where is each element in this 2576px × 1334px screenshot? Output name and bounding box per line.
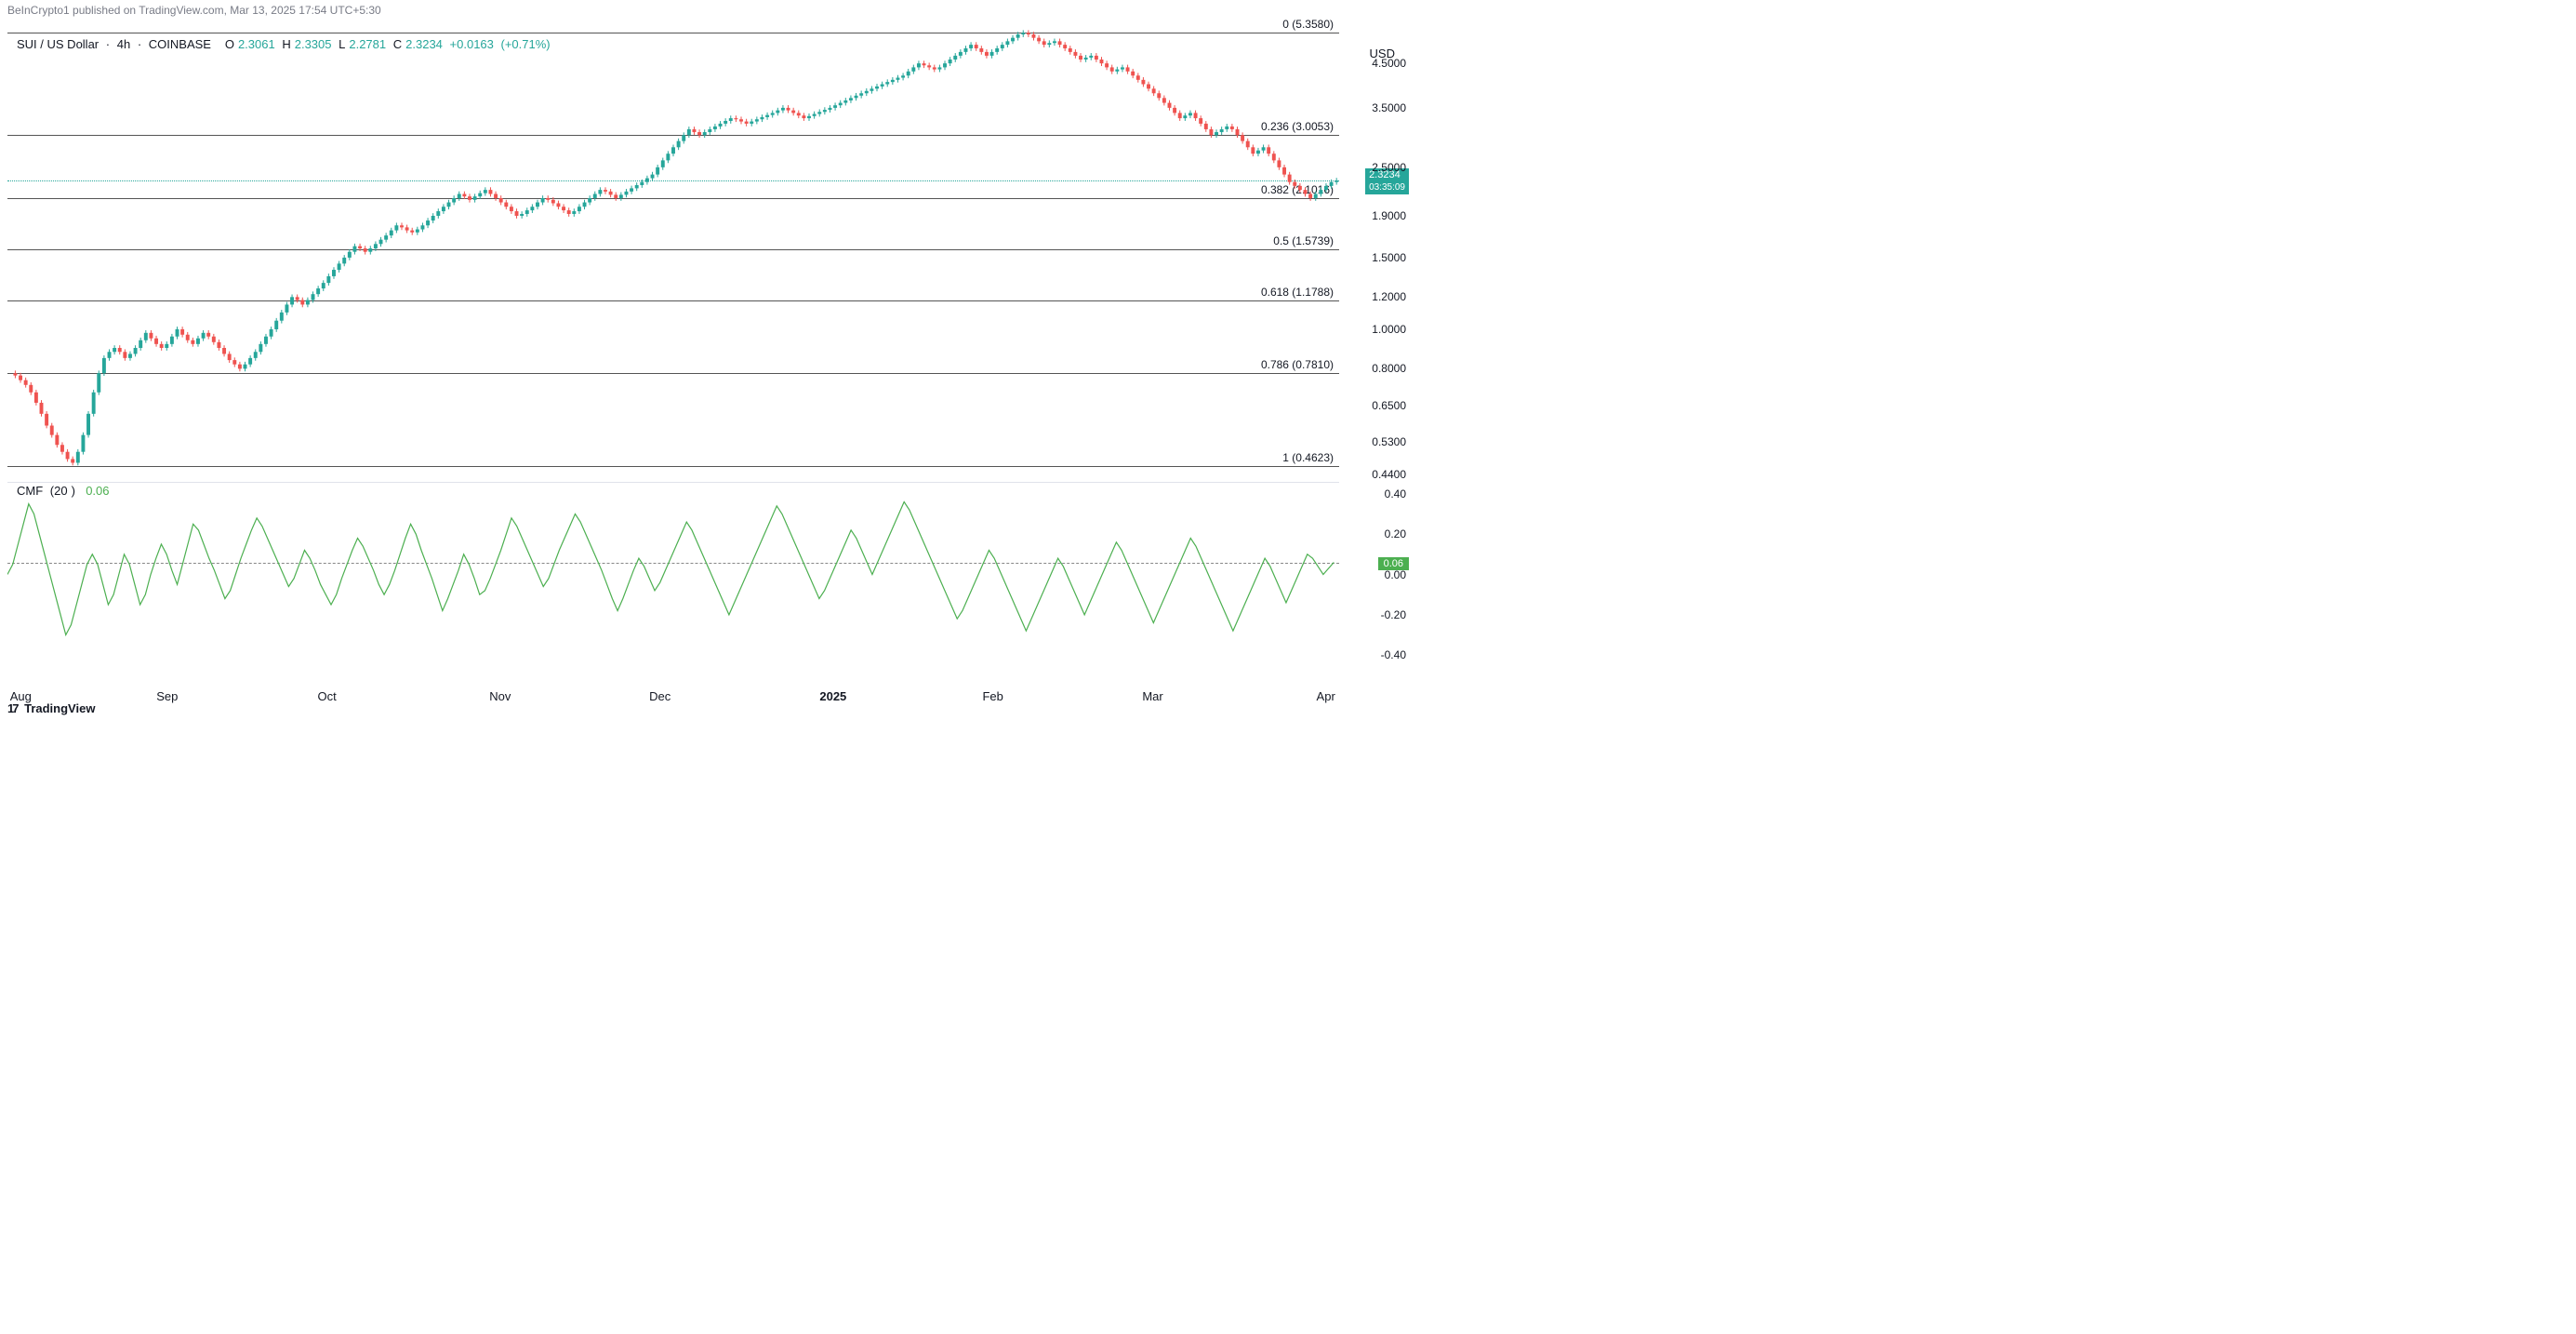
y-tick-label: 0.00 — [1385, 568, 1406, 581]
main-legend: SUI / US Dollar · 4h · COINBASE O2.3061 … — [17, 37, 554, 51]
h-value: 2.3305 — [295, 37, 332, 51]
dot-sep: · — [106, 37, 110, 51]
cmf-period: (20) — [50, 484, 75, 498]
y-tick-label: 0.5300 — [1372, 435, 1406, 448]
y-axis[interactable]: USD 4.50003.50002.50001.90001.50001.2000… — [1339, 28, 1414, 656]
x-tick-label: Feb — [982, 689, 1003, 703]
y-tick-label: 0.6500 — [1372, 399, 1406, 412]
x-tick-label: Oct — [318, 689, 337, 703]
y-tick-label: 0.4400 — [1372, 468, 1406, 481]
change-value: +0.0163 — [450, 37, 494, 51]
price-candles-svg — [7, 28, 1339, 474]
h-label: H — [282, 37, 290, 51]
cmf-line-svg — [7, 484, 1339, 665]
x-tick-label: Dec — [649, 689, 671, 703]
o-label: O — [225, 37, 234, 51]
y-tick-label: 0.20 — [1385, 527, 1406, 540]
symbol-name: SUI / US Dollar — [17, 37, 99, 51]
c-label: C — [393, 37, 402, 51]
cmf-pane[interactable]: CMF (20) 0.06 0.06 — [7, 484, 1339, 665]
cmf-legend: CMF (20) 0.06 — [17, 484, 113, 498]
l-label: L — [339, 37, 345, 51]
x-tick-label: Apr — [1317, 689, 1335, 703]
y-tick-label: -0.20 — [1381, 608, 1406, 621]
c-value: 2.3234 — [405, 37, 443, 51]
y-tick-label: 1.0000 — [1372, 323, 1406, 336]
chart-wrapper: BeInCrypto1 published on TradingView.com… — [0, 0, 1414, 721]
footer-brand[interactable]: 17 TradingView — [7, 701, 95, 715]
exchange: COINBASE — [149, 37, 211, 51]
y-tick-label: 0.8000 — [1372, 362, 1406, 375]
x-tick-label: 2025 — [819, 689, 846, 703]
y-tick-label: 4.5000 — [1372, 57, 1406, 70]
cmf-value: 0.06 — [86, 484, 109, 498]
x-axis[interactable]: AugSepOctNovDec2025FebMarApr — [7, 686, 1339, 704]
y-tick-label: 1.9000 — [1372, 209, 1406, 222]
y-tick-label: 3.5000 — [1372, 101, 1406, 114]
attribution-text: BeInCrypto1 published on TradingView.com… — [7, 4, 381, 17]
y-tick-label: 1.2000 — [1372, 290, 1406, 303]
cmf-name: CMF — [17, 484, 43, 498]
x-tick-label: Sep — [156, 689, 178, 703]
pane-divider[interactable] — [7, 482, 1339, 483]
main-price-pane[interactable]: SUI / US Dollar · 4h · COINBASE O2.3061 … — [7, 28, 1339, 474]
o-value: 2.3061 — [238, 37, 275, 51]
y-tick-label: 0.40 — [1385, 487, 1406, 500]
chart-area[interactable]: SUI / US Dollar · 4h · COINBASE O2.3061 … — [7, 28, 1339, 684]
tradingview-icon: 17 — [7, 701, 17, 715]
dot-sep: · — [138, 37, 141, 51]
footer-text: TradingView — [24, 701, 95, 715]
x-tick-label: Nov — [489, 689, 511, 703]
l-value: 2.2781 — [349, 37, 386, 51]
x-tick-label: Mar — [1142, 689, 1162, 703]
y-tick-label: 2.5000 — [1372, 161, 1406, 174]
timeframe: 4h — [117, 37, 130, 51]
change-pct: (+0.71%) — [501, 37, 551, 51]
y-tick-label: -0.40 — [1381, 648, 1406, 661]
y-tick-label: 1.5000 — [1372, 251, 1406, 264]
